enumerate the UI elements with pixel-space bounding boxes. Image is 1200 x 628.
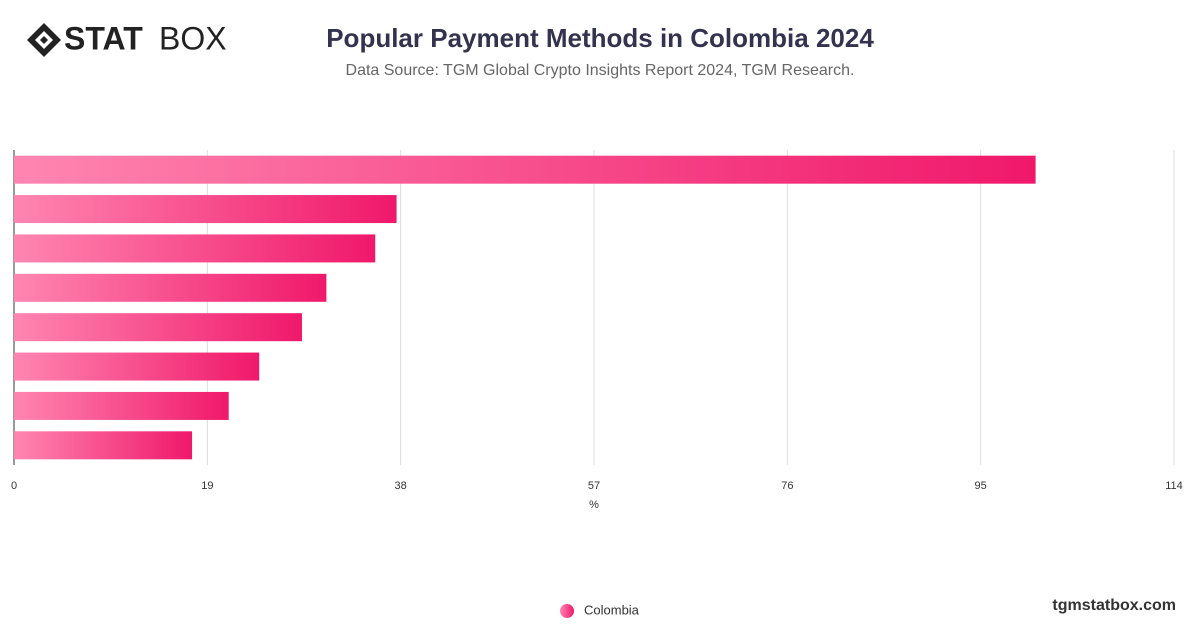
logo-icon	[27, 23, 61, 57]
logo-bold: STAT	[64, 20, 143, 56]
bar	[14, 273, 327, 302]
chart-subtitle: Data Source: TGM Global Crypto Insights …	[346, 62, 855, 79]
bar	[14, 195, 397, 224]
x-tick-label: 114	[1165, 480, 1183, 492]
logo-light: BOX	[159, 20, 227, 56]
legend-label: Colombia	[584, 602, 640, 617]
x-tick-label: 57	[588, 480, 600, 492]
x-tick-label: 95	[975, 480, 987, 492]
footer: tgmstatbox.com	[1052, 597, 1176, 614]
logo: STAT BOX	[27, 20, 227, 57]
x-axis-label: %	[589, 499, 599, 511]
bar	[14, 431, 193, 460]
legend-marker	[560, 604, 574, 618]
chart-title: Popular Payment Methods in Colombia 2024	[326, 23, 874, 53]
x-tick-label: 0	[11, 480, 17, 492]
x-tick-label: 19	[201, 480, 213, 492]
bar	[14, 313, 302, 342]
bar	[14, 391, 229, 420]
x-tick-label: 76	[781, 480, 793, 492]
x-tick-label: 38	[395, 480, 407, 492]
bar	[14, 352, 260, 381]
bar	[14, 234, 376, 263]
bar	[14, 155, 1036, 184]
